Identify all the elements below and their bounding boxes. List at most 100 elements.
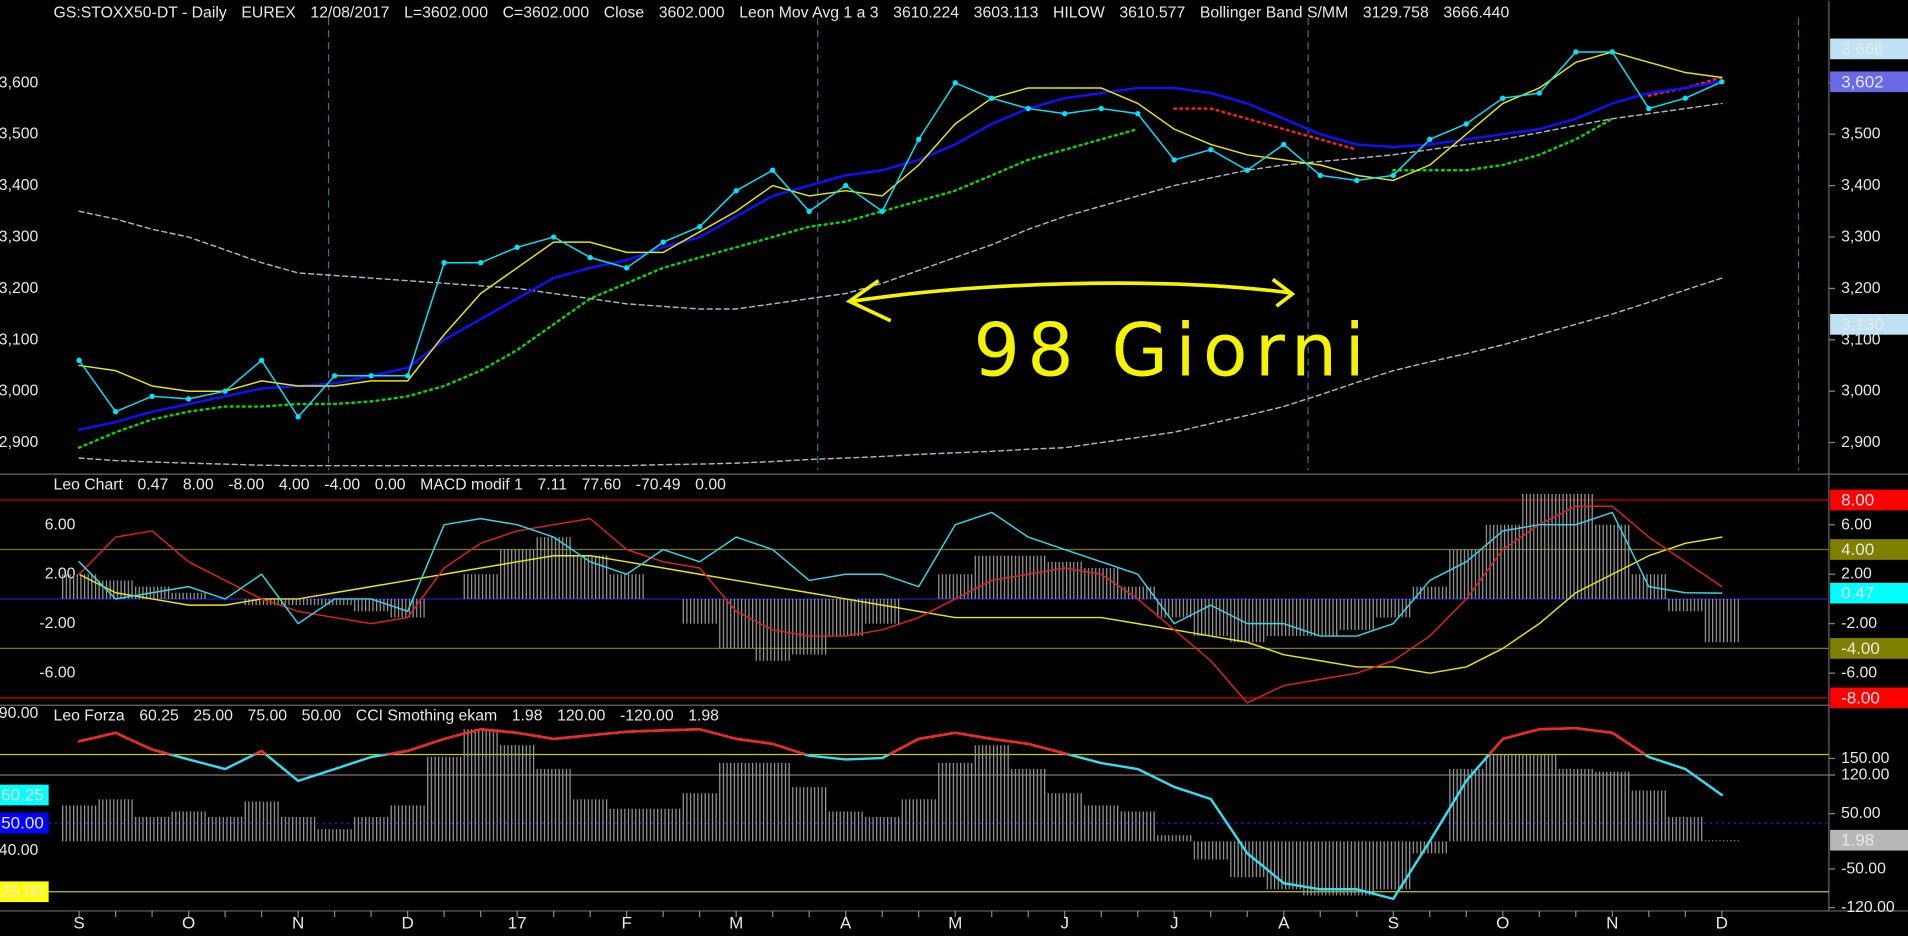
y-tick-label-left: -2.00: [39, 615, 75, 632]
histogram-bar: [717, 598, 755, 649]
histogram-bar: [1192, 841, 1230, 860]
y-tick-label: 3,500: [1841, 126, 1881, 143]
histogram-bar: [243, 801, 280, 842]
histogram-bar: [1009, 768, 1047, 842]
data-point: [879, 208, 885, 214]
y-tick-label-left: 3,100: [0, 331, 39, 348]
histogram-bar: [462, 729, 499, 842]
header-label: 60.25: [139, 708, 179, 725]
histogram-bar: [352, 598, 390, 612]
histogram-bar: [535, 768, 572, 842]
data-point: [989, 95, 995, 101]
histogram-bar: [133, 817, 171, 842]
histogram-bar: [1594, 524, 1631, 599]
x-tick-label: D: [1716, 914, 1728, 933]
header-label: 3610.577: [1119, 4, 1185, 21]
y-tick-label-left: 40.00: [0, 842, 39, 859]
histogram-bar: [1082, 805, 1120, 842]
histogram-bar: [1557, 768, 1595, 842]
data-point: [514, 244, 520, 250]
header-label: 3129.758: [1363, 4, 1429, 21]
data-point: [1427, 136, 1433, 143]
histogram-bar: [1229, 841, 1266, 878]
histogram-bar: [1119, 586, 1156, 599]
data-point: [623, 265, 630, 271]
header-label: HILOW: [1053, 4, 1105, 21]
histogram-bar: [973, 745, 1010, 842]
data-point: [1208, 146, 1214, 153]
value-flag: [1830, 829, 1908, 851]
header-label: 3666.440: [1443, 4, 1509, 21]
data-point: [258, 357, 265, 364]
histogram-bar: [316, 829, 353, 842]
histogram-bar: [97, 799, 134, 842]
histogram-bar: [1009, 555, 1047, 599]
value-flag-label: 3,602: [1841, 72, 1884, 91]
value-flag: [1830, 539, 1908, 560]
data-point: [1171, 157, 1177, 163]
data-point: [185, 396, 192, 402]
data-point: [1682, 95, 1688, 101]
header-label: Leo Forza: [54, 708, 125, 725]
histogram-bar: [1484, 524, 1522, 599]
header-label: 12/08/2017: [310, 4, 389, 21]
histogram-bar: [790, 787, 828, 842]
histogram-bar: [1375, 841, 1412, 890]
header-label: 7.11: [537, 477, 567, 494]
header-label: 0.00: [375, 477, 406, 494]
data-point: [770, 167, 776, 173]
annotation-arrow: [851, 281, 1291, 304]
x-tick-label: A: [840, 914, 852, 933]
annotation-text: 98 Giorni: [973, 309, 1372, 394]
y-tick-label-left: 90.00: [0, 705, 39, 722]
y-tick-label-left: 3,200: [0, 280, 39, 297]
value-flag: [1830, 38, 1908, 60]
y2-tick-label: 50.00: [1841, 805, 1881, 822]
x-tick-label: N: [292, 914, 304, 933]
header-label: 50.00: [302, 708, 342, 725]
histogram-bar: [827, 598, 864, 637]
x-tick-label: D: [401, 914, 413, 933]
data-point: [952, 80, 958, 86]
histogram-bar: [571, 555, 609, 599]
value-flag-label: 3,130: [1841, 315, 1884, 334]
annotation: 98 Giorni: [845, 277, 1372, 394]
data-point: [1646, 105, 1652, 112]
y-tick-label: 3,200: [1841, 280, 1881, 297]
data-point: [1463, 121, 1469, 127]
histogram-bar: [60, 574, 98, 599]
data-point: [1719, 79, 1725, 85]
histogram-bar: [1521, 493, 1558, 599]
histogram-bar: [1484, 754, 1522, 842]
histogram-bar: [316, 598, 353, 606]
header-label: 0.00: [695, 477, 726, 494]
header-label: 0.47: [138, 477, 169, 494]
y-tick-label: 3,300: [1841, 228, 1881, 245]
data-point: [149, 393, 155, 399]
histogram-bar: [425, 756, 463, 842]
series-line: [78, 511, 1723, 637]
histogram-bar: [1703, 840, 1741, 842]
panel: 90.0040.00150.00120.0050.00-50.00-120.00…: [0, 705, 1908, 933]
value-flag: [1830, 314, 1908, 335]
histogram-bar: [1594, 771, 1631, 842]
histogram-bar: [1265, 598, 1303, 637]
header-label: -70.49: [636, 477, 681, 494]
value-flag-label: -8.00: [1841, 688, 1880, 707]
data-point: [1244, 167, 1250, 173]
histogram-bar: [1082, 568, 1120, 599]
series-line: [78, 536, 1723, 674]
y-tick-label: -2.00: [1841, 615, 1877, 632]
histogram-bar: [1119, 811, 1156, 842]
histogram-bar: [681, 793, 718, 842]
histogram-bar: [608, 574, 645, 599]
data-point: [806, 208, 812, 214]
histogram-bar: [1155, 598, 1193, 618]
y-tick-label: -6.00: [1841, 665, 1877, 682]
histogram-bar: [863, 817, 901, 842]
histogram-bar: [1265, 841, 1303, 890]
header-label: -8.00: [228, 477, 264, 494]
histogram-bar: [389, 805, 426, 842]
